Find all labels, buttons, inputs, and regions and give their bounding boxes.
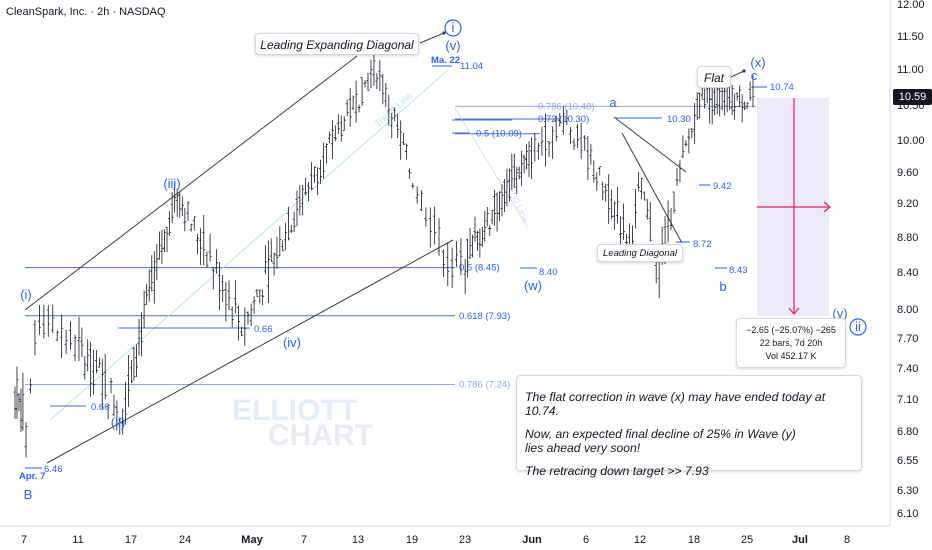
chip-pointer-dot [442,31,446,35]
price-tick-label: 6.30 [897,485,918,497]
price-label: 8.40 [539,267,558,278]
price-tick-label: 7.40 [897,363,918,375]
wave-label: b [719,279,726,294]
time-axis[interactable]: 7 11 17 24 May 7 13 19 23 Jun 6 12 18 25 Jul 8 [21,534,850,546]
chip-pointer [730,70,745,78]
projection-arrow-right-head [823,201,831,213]
time-tick-label: 19 [406,534,418,546]
price-label: 8.72 [693,239,712,250]
note-line-1: The flat correction in wave (x) may have… [525,390,826,418]
wave-label: (x) [750,55,765,70]
fib-level-label: 0.786 (7.24) [459,380,510,391]
chart-title: CleanSpark, Inc. · 2h · NASDAQ [6,6,166,18]
price-label: Apr. 7 [19,471,45,482]
time-tick-label: 7 [301,534,307,546]
time-tick-label: Jun [522,534,542,546]
trend-line[interactable] [24,55,358,311]
measure-bars: 22 bars, 7d 20h [759,338,823,348]
time-tick-label: Jul [792,534,808,546]
wave-circle [444,19,462,37]
flat-label: Flat [697,66,731,88]
fib-level-label: 0.5 (8.45) [459,263,500,274]
projection-arrow-down-head [788,307,800,315]
chip-pointer [419,32,445,44]
price-label: Ma. 22 [431,55,460,66]
price-label: 10.30 [667,114,691,125]
measure-volume: Vol 452.17 K [765,351,817,361]
note-line-3: The retracing down target >> 7.93 [525,464,709,478]
fib-level-label: 0.618 (7.93) [459,311,510,322]
wave-label-circled: ii [855,319,861,334]
watermark-line1: ELLIOTT [232,394,357,427]
price-tick-label: 12.00 [897,0,925,11]
time-tick-label: 23 [459,534,471,546]
wave-label: c [751,68,758,83]
wave-circle [849,318,867,336]
fib-level-label: 0.5 (10.09) [476,129,522,140]
leading-diagonal-label: Leading Diagonal [597,244,683,262]
fib-level-label: 0.786 (10.48) [538,101,595,112]
wave-label: (iv) [283,335,301,350]
price-tick-label: 7.70 [897,333,918,345]
price-label: 10.74 [770,82,794,93]
time-tick-label: 17 [125,534,137,546]
wave-label: (iii) [163,176,180,191]
price-label: 11.04 [460,61,483,72]
trend-line[interactable] [621,132,683,244]
trend-line[interactable] [454,107,529,229]
price-tick-label: 10.00 [897,135,925,147]
wave-label: (y) [832,306,847,321]
current-price-tag: 10.59 [893,89,932,105]
trend-line[interactable] [613,116,687,173]
price-tick-label: 6.55 [897,455,918,467]
trend-line[interactable] [46,239,454,464]
price-tick-label: 9.20 [897,198,918,210]
time-tick-label: 11 [72,534,83,546]
wave-label-circled: i [452,20,455,35]
time-tick-label: 6 [583,534,589,546]
price-axis[interactable]: 12.0011.5011.0010.5010.009.609.208.808.4… [897,0,925,520]
wave-label: a [609,95,617,110]
price-tick-label: 11.00 [897,64,924,76]
price-tick-label: 6.80 [897,426,918,438]
price-tick-label: 11.50 [897,31,924,43]
price-tick-label: 8.80 [897,232,918,244]
watermark-line2: CHART [268,419,373,452]
time-tick-label: 13 [352,534,364,546]
wave-label: (w) [524,278,542,293]
time-tick-label: 12 [634,534,646,546]
price-label: 0.66 [254,324,273,335]
time-tick-label: 7 [21,534,27,546]
price-label: 9.42 [713,181,732,192]
leading-expanding-diagonal-label: Leading Expanding Diagonal [255,33,419,55]
measure-change: −2.65 (−25.07%) −265 [746,325,836,335]
note-line-2: Now, an expected final decline of 25% in… [525,427,796,455]
trend-line[interactable] [49,69,449,421]
analysis-note: The flat correction in wave (x) may have… [516,375,862,478]
price-label: 0.66 [91,402,110,413]
wave-label: (ii) [111,415,125,430]
wave-label: (v) [445,38,460,53]
price-label: 8.43 [729,265,748,276]
wave-label: (i) [20,287,32,302]
time-tick-label: 8 [844,534,850,546]
price-tick-label: 8.40 [897,267,918,279]
price-label: 6.46 [44,464,63,475]
time-tick-label: 24 [179,534,191,546]
measure-tooltip: −2.65 (−25.07%) −265 22 bars, 7d 20h Vol… [736,318,846,368]
price-tick-label: 9.60 [897,167,918,179]
time-tick-label: 18 [688,534,700,546]
price-tick-label: 7.10 [897,394,918,406]
chip-pointer-dot [742,69,746,73]
time-tick-label: May [241,534,263,546]
time-tick-label: 25 [741,534,753,546]
price-tick-label: 8.00 [897,304,918,316]
wave-label: B [24,487,33,502]
price-tick-label: 6.10 [897,508,918,520]
